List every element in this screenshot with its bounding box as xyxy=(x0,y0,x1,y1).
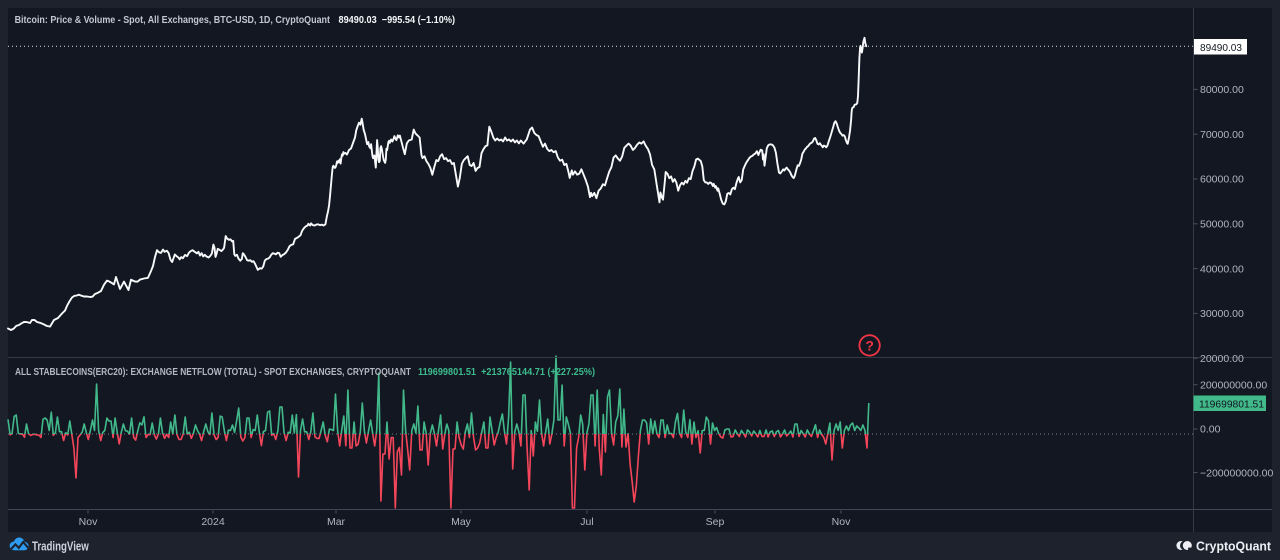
svg-text:CryptoQuant: CryptoQuant xyxy=(1196,540,1272,554)
svg-text:Nov: Nov xyxy=(79,516,98,528)
svg-text:40000.00: 40000.00 xyxy=(1200,263,1244,275)
svg-text:Sep: Sep xyxy=(706,516,725,528)
svg-text:30000.00: 30000.00 xyxy=(1200,308,1244,320)
svg-text:Mar: Mar xyxy=(327,516,346,528)
svg-text:2024: 2024 xyxy=(201,516,225,528)
svg-text:20000.00: 20000.00 xyxy=(1200,353,1244,365)
svg-text:TradingView: TradingView xyxy=(32,540,89,554)
svg-text:Nov: Nov xyxy=(832,516,851,528)
svg-text:0.00: 0.00 xyxy=(1200,424,1221,436)
svg-text:89490.03 −995.54 (−1.10%): 89490.03 −995.54 (−1.10%) xyxy=(339,15,456,26)
svg-text:89490.03: 89490.03 xyxy=(1200,42,1242,54)
svg-text:Jul: Jul xyxy=(580,516,593,528)
svg-text:60000.00: 60000.00 xyxy=(1200,174,1244,186)
svg-text:−200000000.00: −200000000.00 xyxy=(1200,467,1273,479)
svg-text:Bitcoin: Price & Volume - Spot: Bitcoin: Price & Volume - Spot, All Exch… xyxy=(15,15,331,26)
svg-text:80000.00: 80000.00 xyxy=(1200,84,1244,96)
svg-text:?: ? xyxy=(865,337,874,353)
svg-text:50000.00: 50000.00 xyxy=(1200,219,1244,231)
svg-text:119699801.51 +213765144.71 (+: 119699801.51 +213765144.71 (+227.25%) xyxy=(418,367,595,378)
svg-text:200000000.00: 200000000.00 xyxy=(1200,379,1267,391)
svg-text:ALL STABLECOINS(ERC20): EXCHAN: ALL STABLECOINS(ERC20): EXCHANGE NETFLOW… xyxy=(15,367,411,378)
svg-text:119699801.51: 119699801.51 xyxy=(1199,398,1264,410)
svg-text:May: May xyxy=(451,516,472,528)
svg-text:70000.00: 70000.00 xyxy=(1200,129,1244,141)
